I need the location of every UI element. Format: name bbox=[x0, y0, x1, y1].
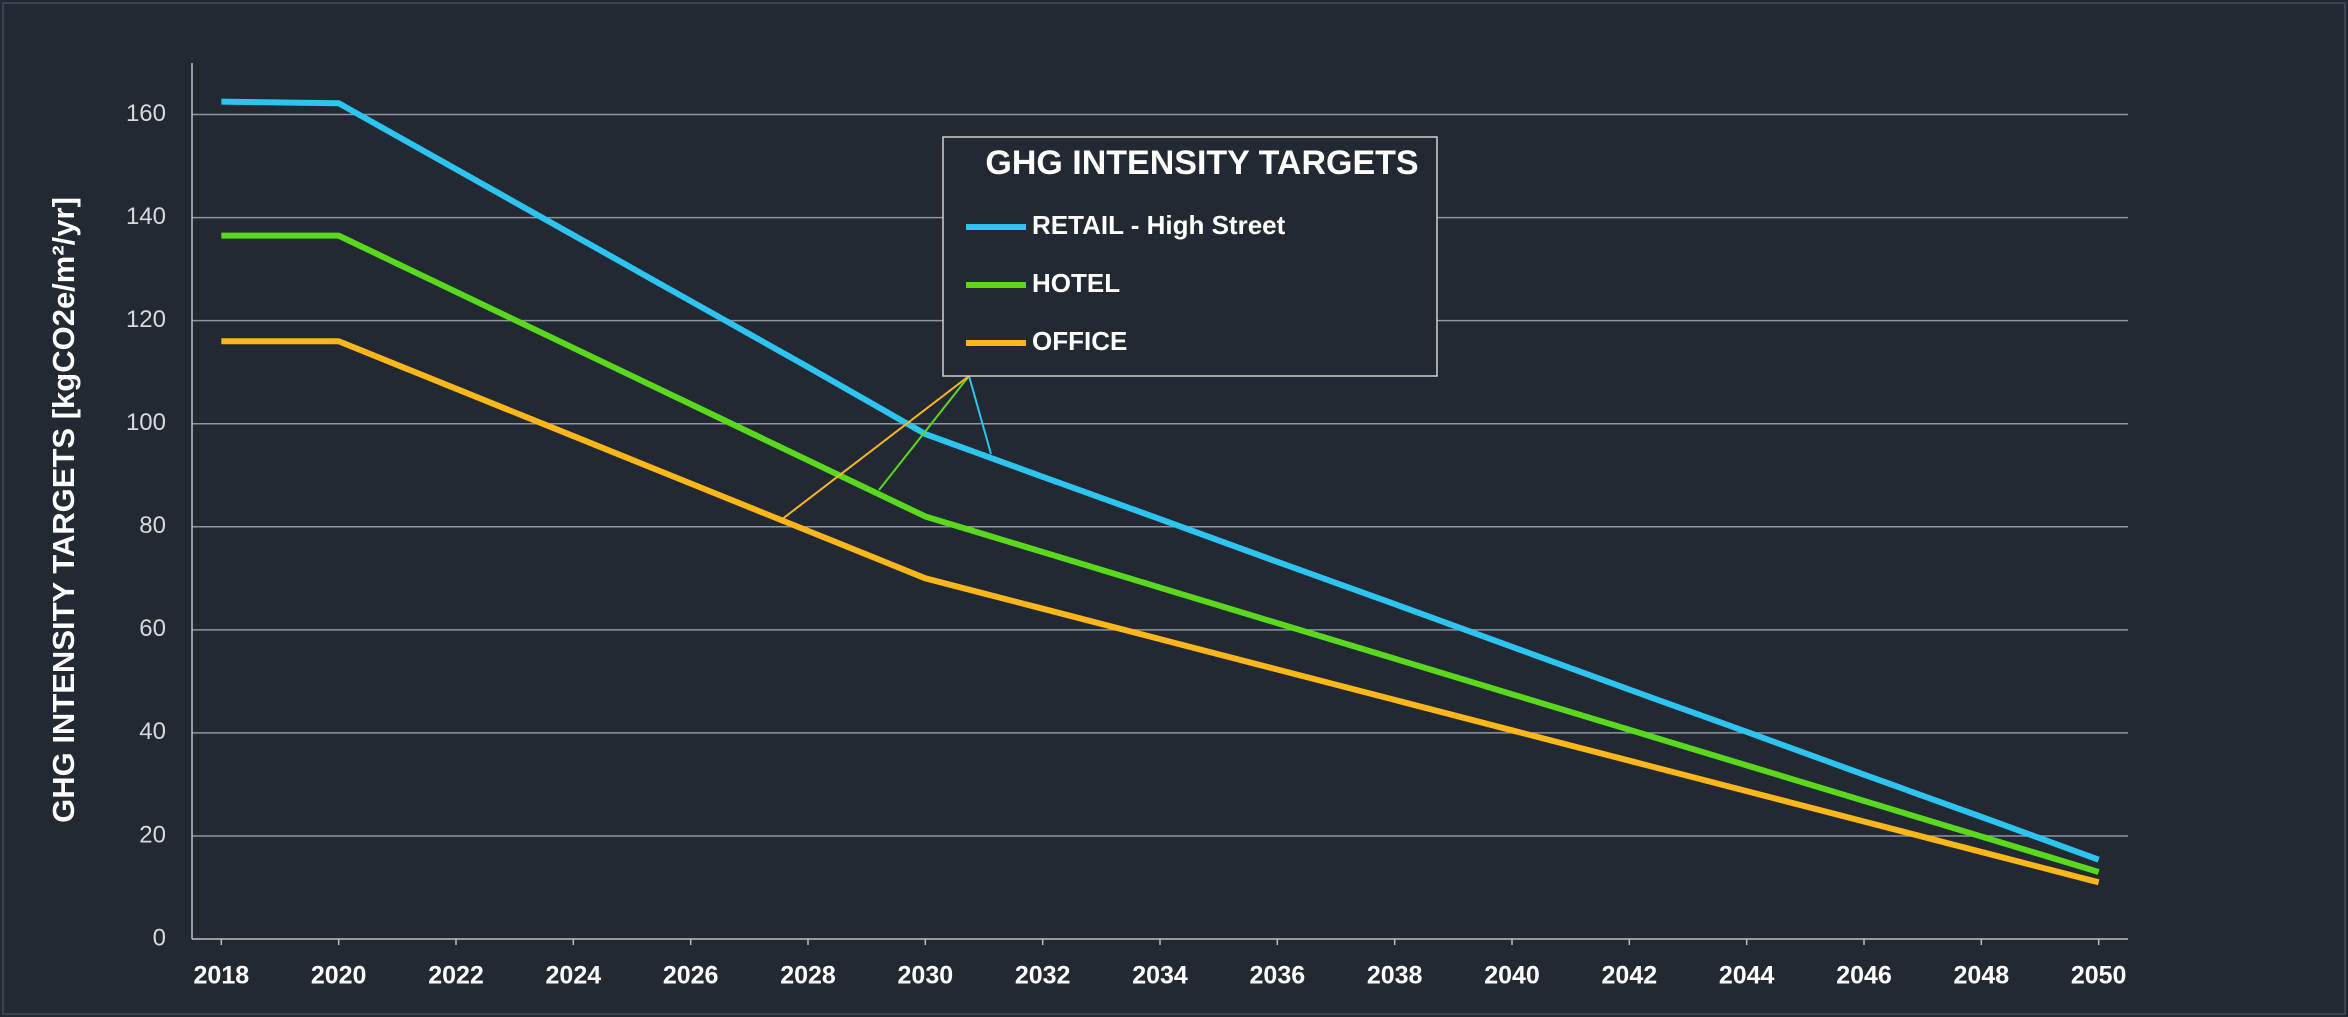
x-tick-label: 2028 bbox=[780, 962, 836, 990]
series-line bbox=[221, 98, 2100, 863]
x-tick-label: 2026 bbox=[663, 962, 719, 990]
series-line bbox=[221, 338, 2100, 886]
legend-label: RETAIL - High Street bbox=[1032, 210, 1286, 240]
y-tick-label: 100 bbox=[126, 409, 166, 436]
legend-title: GHG INTENSITY TARGETS bbox=[985, 144, 1418, 182]
x-tick-label: 2036 bbox=[1250, 962, 1306, 990]
x-tick-label: 2030 bbox=[898, 962, 954, 990]
leader-line bbox=[968, 375, 992, 455]
y-tick-label: 20 bbox=[139, 821, 166, 848]
y-tick-label: 60 bbox=[139, 615, 166, 642]
y-tick-label: 40 bbox=[139, 718, 166, 745]
x-tick-label: 2034 bbox=[1132, 962, 1188, 990]
legend-label: OFFICE bbox=[1032, 326, 1127, 356]
y-tick-label: 80 bbox=[139, 512, 166, 539]
leader-line bbox=[878, 375, 970, 491]
x-tick-label: 2046 bbox=[1836, 962, 1892, 990]
x-tick-label: 2024 bbox=[546, 962, 602, 990]
x-tick-label: 2048 bbox=[1954, 962, 2010, 990]
x-tick-label: 2040 bbox=[1484, 962, 1540, 990]
x-tick-label: 2032 bbox=[1015, 962, 1071, 990]
x-tick-label: 2020 bbox=[311, 962, 367, 990]
y-tick-label: 140 bbox=[126, 203, 166, 230]
legend: GHG INTENSITY TARGETS RETAIL - High Stre… bbox=[780, 136, 1438, 521]
leader-line bbox=[780, 375, 970, 521]
y-tick-label: 120 bbox=[126, 306, 166, 333]
x-tick-label: 2050 bbox=[2071, 962, 2127, 990]
x-tick-label: 2022 bbox=[428, 962, 484, 990]
y-tick-label: 0 bbox=[153, 924, 166, 951]
y-axis-title: GHG INTENSITY TARGETS [kgCO2e/m²/yr] bbox=[46, 197, 81, 823]
legend-label: HOTEL bbox=[1032, 268, 1120, 298]
x-tick-label: 2018 bbox=[194, 962, 250, 990]
legend-box bbox=[942, 136, 1438, 377]
series-line bbox=[221, 232, 2100, 875]
x-tick-label: 2042 bbox=[1602, 962, 1658, 990]
x-tick-label: 2044 bbox=[1719, 962, 1775, 990]
x-tick-label: 2038 bbox=[1367, 962, 1423, 990]
y-tick-label: 160 bbox=[126, 100, 166, 127]
